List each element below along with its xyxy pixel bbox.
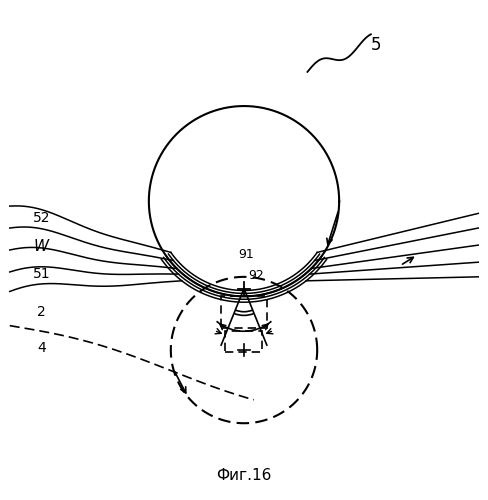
Bar — [225, 331, 262, 351]
Text: 91: 91 — [239, 248, 254, 262]
Text: 5: 5 — [370, 36, 381, 54]
Text: 51: 51 — [33, 268, 50, 281]
Bar — [221, 296, 267, 328]
Text: Фиг.16: Фиг.16 — [216, 468, 272, 483]
Text: 92: 92 — [248, 270, 264, 282]
Text: 4: 4 — [37, 340, 46, 354]
Text: 2: 2 — [37, 305, 46, 319]
Text: W: W — [34, 238, 49, 254]
Text: 52: 52 — [33, 212, 50, 226]
